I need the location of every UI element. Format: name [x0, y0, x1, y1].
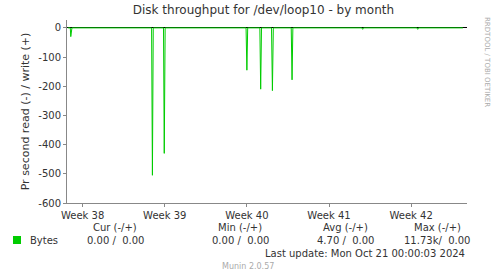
svg-text:Bytes: Bytes — [30, 235, 58, 246]
svg-text:-300: -300 — [38, 110, 61, 121]
svg-text:RRDTOOL / TOBI OETIKER: RRDTOOL / TOBI OETIKER — [483, 17, 491, 107]
svg-text:Min (-/+): Min (-/+) — [218, 222, 262, 233]
svg-text:Week 41: Week 41 — [307, 210, 350, 221]
svg-text:-400: -400 — [38, 139, 61, 150]
svg-text:-500: -500 — [38, 168, 61, 179]
svg-text:4.70 / 0.00: 4.70 / 0.00 — [317, 235, 374, 246]
svg-text:-100: -100 — [38, 52, 61, 63]
svg-text:Disk throughput for /dev/loop1: Disk throughput for /dev/loop10 - by mon… — [133, 3, 394, 17]
svg-text:Week 42: Week 42 — [389, 210, 432, 221]
svg-text:0: 0 — [55, 22, 61, 33]
svg-text:0.00 / 0.00: 0.00 / 0.00 — [212, 235, 269, 246]
svg-text:Week 39: Week 39 — [143, 210, 186, 221]
svg-text:Max (-/+): Max (-/+) — [414, 222, 461, 233]
svg-text:Cur (-/+): Cur (-/+) — [93, 222, 137, 233]
svg-text:-200: -200 — [38, 81, 61, 92]
svg-text:Avg (-/+): Avg (-/+) — [323, 222, 368, 233]
svg-text:Week 38: Week 38 — [61, 210, 104, 221]
svg-text:Week 40: Week 40 — [225, 210, 268, 221]
svg-text:11.73k/ 0.00: 11.73k/ 0.00 — [404, 235, 470, 246]
svg-text:0.00 / 0.00: 0.00 / 0.00 — [87, 235, 144, 246]
svg-text:Munin 2.0.57: Munin 2.0.57 — [222, 262, 274, 271]
svg-text:-600: -600 — [38, 198, 61, 209]
svg-text:Pr second read (-) / write (+): Pr second read (-) / write (+) — [19, 33, 32, 191]
svg-text:Last update: Mon Oct 21 00:00:: Last update: Mon Oct 21 00:00:03 2024 — [265, 248, 465, 259]
